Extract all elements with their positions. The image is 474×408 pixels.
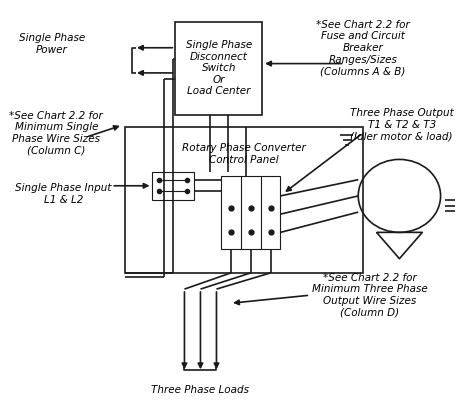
- Text: Rotary Phase Converter
Control Panel: Rotary Phase Converter Control Panel: [182, 143, 306, 165]
- Bar: [125, 127, 363, 273]
- Text: Three Phase Output
T1 & T2 & T3
(Idler motor & load): Three Phase Output T1 & T2 & T3 (Idler m…: [350, 109, 454, 142]
- Bar: [153, 172, 193, 200]
- Text: Three Phase Loads: Three Phase Loads: [152, 386, 249, 395]
- Text: *See Chart 2.2 for
Minimum Three Phase
Output Wire Sizes
(Column D): *See Chart 2.2 for Minimum Three Phase O…: [312, 273, 428, 317]
- Text: Single Phase
Disconnect
Switch
Or
Load Center: Single Phase Disconnect Switch Or Load C…: [186, 40, 252, 96]
- Text: *See Chart 2.2 for
Fuse and Circuit
Breaker
Ranges/Sizes
(Columns A & B): *See Chart 2.2 for Fuse and Circuit Brea…: [316, 20, 410, 76]
- Bar: [221, 175, 281, 248]
- Text: *See Chart 2.2 for
Minimum Single
Phase Wire Sizes
(Column C): *See Chart 2.2 for Minimum Single Phase …: [9, 111, 103, 155]
- Text: Single Phase Input
L1 & L2: Single Phase Input L1 & L2: [15, 183, 111, 205]
- Text: Single Phase
Power: Single Phase Power: [18, 33, 85, 55]
- Bar: [175, 22, 262, 115]
